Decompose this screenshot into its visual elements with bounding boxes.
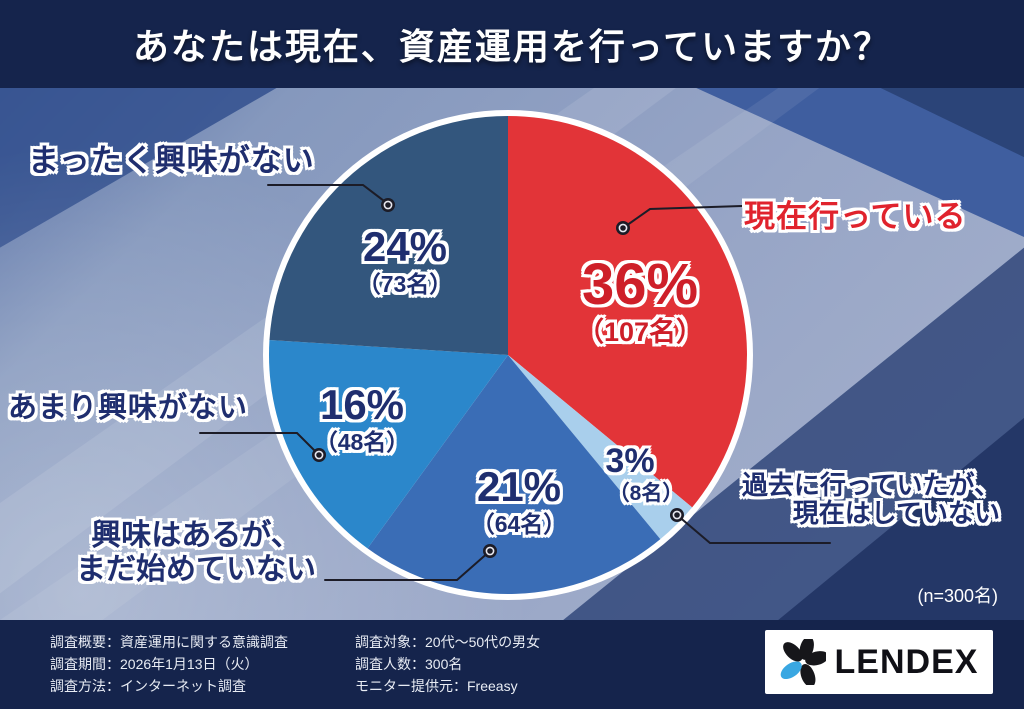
label-line-1: 過去に行っていたが、	[741, 470, 1000, 500]
percent-value: 3%	[605, 442, 655, 480]
stat-interested-not-started: 21% （64名）	[472, 466, 567, 536]
callout-dot-interested-not-started	[483, 544, 497, 558]
survey-monitor: モニター提供元：Freeasy	[355, 678, 518, 694]
stat-no-interest: 24% （73名）	[358, 226, 453, 296]
count-value: （64名）	[471, 511, 567, 537]
callout-dot-ring-no-interest	[383, 200, 393, 210]
lendex-logo: LENDEX	[765, 630, 993, 694]
count-value: （8名）	[608, 482, 684, 505]
pie-slice-interested-not-started	[367, 355, 661, 594]
count-value: （107名）	[576, 317, 704, 347]
survey-info-left: 調査概要：資産運用に関する意識調査 調査期間：2026年1月13日（火） 調査方…	[50, 631, 288, 697]
sample-size-label: (n=300名)	[917, 586, 998, 606]
callout-dot-ring-currently-doing	[618, 223, 628, 233]
stat-currently-doing: 36% （107名）	[577, 256, 703, 346]
label-line-1: 興味はあるが、	[91, 519, 301, 552]
callout-line-not-very-interested	[199, 432, 320, 456]
pie-slices-group	[268, 116, 747, 594]
callout-label-not-very-interested: あまり興味がない	[8, 392, 249, 424]
header-bar: あなたは現在、資産運用を行っていますか？	[0, 0, 1024, 88]
percent-value: 36%	[581, 252, 699, 317]
pie-slice-no-interest	[269, 116, 508, 355]
count-value: （73名）	[357, 271, 453, 297]
callout-label-no-interest: まったく興味がない	[28, 143, 315, 178]
count-value: （48名）	[314, 429, 410, 455]
survey-target: 調査対象：20代～50代の男女	[355, 634, 541, 650]
callout-line-formerly-did	[676, 514, 831, 544]
lendex-logo-text: LENDEX	[834, 642, 979, 681]
page-title: あなたは現在、資産運用を行っていますか？	[132, 26, 892, 67]
callout-line-currently-doing	[622, 205, 743, 229]
label-line-2: 現在はしていない	[792, 498, 1000, 528]
callout-dots-group	[312, 198, 684, 558]
footer-bar: 調査概要：資産運用に関する意識調査 調査期間：2026年1月13日（火） 調査方…	[0, 620, 1024, 709]
callout-dot-not-very-interested	[312, 448, 326, 462]
survey-method: 調査方法：インターネット調査	[50, 678, 246, 694]
survey-overview: 調査概要：資産運用に関する意識調査	[50, 634, 288, 650]
survey-period: 調査期間：2026年1月13日（火）	[50, 656, 259, 672]
callout-dot-ring-formerly-did	[672, 510, 682, 520]
callout-label-interested-not-started: 興味はあるが、 まだ始めていない	[76, 519, 316, 587]
callout-dot-no-interest	[381, 198, 395, 212]
survey-info-mid: 調査対象：20代～50代の男女 調査人数：300名 モニター提供元：Freeas…	[355, 631, 540, 697]
percent-value: 24%	[362, 223, 448, 270]
percent-value: 21%	[476, 463, 562, 510]
callout-dot-ring-not-very-interested	[314, 450, 324, 460]
percent-value: 16%	[319, 381, 405, 428]
pie-slice-formerly-did	[508, 355, 693, 540]
lendex-flower-icon	[780, 639, 826, 685]
callout-line-no-interest	[267, 184, 389, 205]
stat-formerly-did: 3% （8名）	[593, 442, 683, 504]
callout-line-interested-not-started	[324, 550, 491, 581]
callout-dot-ring-interested-not-started	[485, 546, 495, 556]
survey-count: 調査人数：300名	[355, 656, 463, 672]
stat-not-very-interested: 16% （48名）	[315, 384, 410, 454]
callout-dot-formerly-did	[670, 508, 684, 522]
callout-lines-group	[199, 184, 831, 581]
label-line-2: まだ始めていない	[76, 553, 316, 586]
callout-label-currently-doing: 現在行っている	[744, 199, 967, 234]
pie-slice-currently-doing	[508, 116, 747, 508]
callout-label-formerly-did: 過去に行っていたが、 現在はしていない	[742, 471, 1000, 527]
callout-dot-currently-doing	[616, 221, 630, 235]
pie-slice-not-very-interested	[268, 339, 508, 549]
